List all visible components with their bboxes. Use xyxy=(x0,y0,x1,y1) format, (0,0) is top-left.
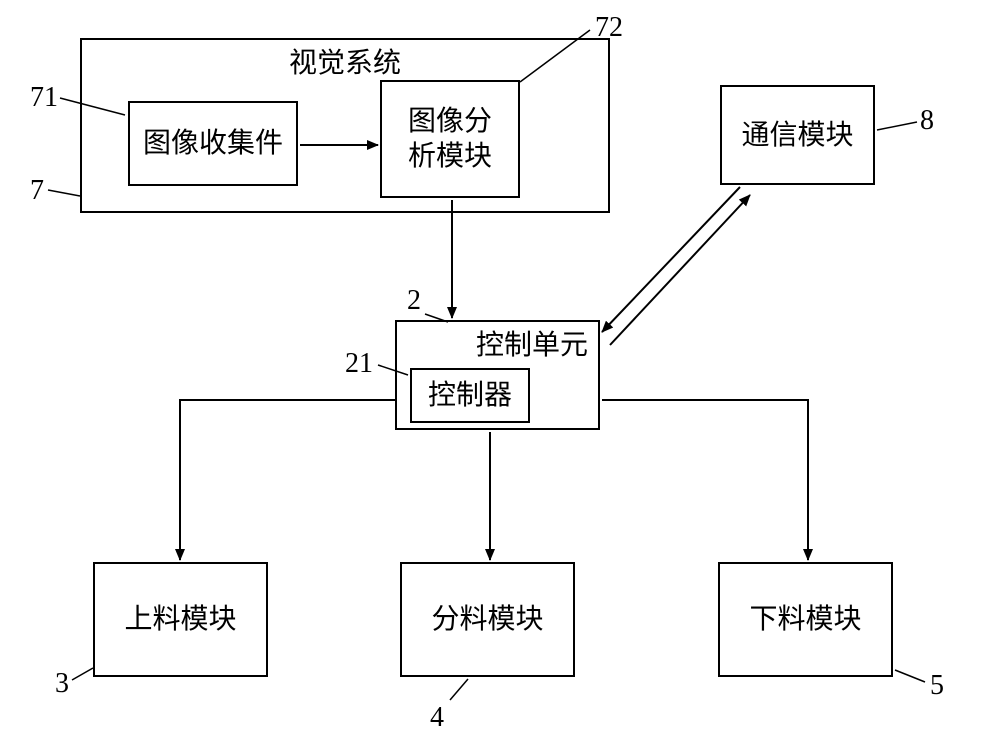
edge-control-to-unload xyxy=(602,400,808,560)
leader-8 xyxy=(877,122,917,130)
box-comm-module: 通信模块 xyxy=(720,85,875,185)
comm-module-label: 通信模块 xyxy=(741,118,853,153)
edge-control-to-feed xyxy=(180,400,395,560)
leader-7 xyxy=(48,190,80,196)
edge-control-to-comm xyxy=(610,195,750,345)
box-image-collector: 图像收集件 xyxy=(128,101,298,186)
ref-8: 8 xyxy=(920,105,934,137)
unload-module-label: 下料模块 xyxy=(749,602,861,637)
edge-comm-to-control xyxy=(602,187,740,332)
image-analysis-label: 图像分 析模块 xyxy=(408,104,492,174)
ref-72: 72 xyxy=(595,12,623,44)
leader-5 xyxy=(895,670,925,682)
dist-module-label: 分料模块 xyxy=(431,602,543,637)
ref-3: 3 xyxy=(55,668,69,700)
box-feed-module: 上料模块 xyxy=(93,562,268,677)
ref-71: 71 xyxy=(30,82,58,114)
ref-5: 5 xyxy=(930,670,944,702)
ref-4: 4 xyxy=(430,702,444,734)
feed-module-label: 上料模块 xyxy=(124,602,236,637)
leader-3 xyxy=(72,668,93,680)
leader-4 xyxy=(450,679,468,700)
ref-21: 21 xyxy=(345,348,373,380)
box-image-analysis: 图像分 析模块 xyxy=(380,80,520,198)
vision-system-title: 视觉系统 xyxy=(289,46,401,81)
controller-label: 控制器 xyxy=(428,378,512,413)
ref-2: 2 xyxy=(407,285,421,317)
box-dist-module: 分料模块 xyxy=(400,562,575,677)
ref-7: 7 xyxy=(30,175,44,207)
box-unload-module: 下料模块 xyxy=(718,562,893,677)
control-unit-title: 控制单元 xyxy=(476,328,588,363)
image-collector-label: 图像收集件 xyxy=(143,126,283,161)
diagram-canvas: 视觉系统 图像收集件 图像分 析模块 通信模块 控制单元 控制器 上料模块 分料… xyxy=(0,0,1000,735)
box-controller: 控制器 xyxy=(410,368,530,423)
